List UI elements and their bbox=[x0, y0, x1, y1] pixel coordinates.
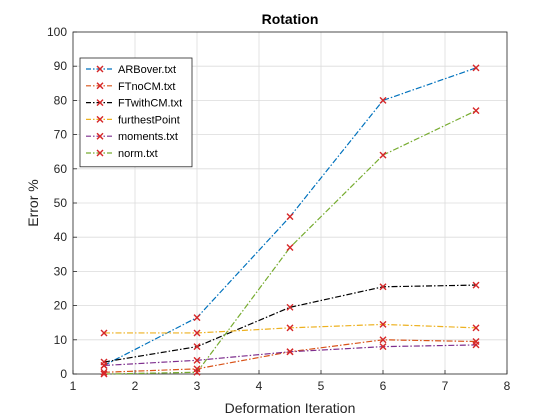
data-point bbox=[100, 370, 108, 378]
marker-stroke bbox=[472, 341, 480, 349]
marker-stroke bbox=[379, 343, 387, 351]
marker-stroke bbox=[286, 303, 294, 311]
legend-entry-label: norm.txt bbox=[118, 148, 158, 160]
data-point bbox=[100, 368, 108, 376]
marker-stroke bbox=[193, 356, 201, 364]
data-point bbox=[193, 368, 201, 376]
marker-stroke bbox=[193, 368, 201, 376]
y-tick-label: 80 bbox=[54, 93, 68, 107]
series-line bbox=[103, 110, 477, 375]
legend: ARBover.txt FTnoCM.txt FTwithCM.txt furthes… bbox=[79, 57, 193, 168]
y-tick-label: 50 bbox=[54, 196, 68, 210]
marker-stroke bbox=[96, 132, 104, 140]
marker-stroke bbox=[96, 65, 104, 73]
marker-stroke bbox=[193, 314, 201, 322]
data-point bbox=[472, 107, 480, 115]
y-tick-label: 60 bbox=[54, 162, 68, 176]
marker-stroke bbox=[472, 281, 480, 289]
legend-marker bbox=[96, 82, 104, 90]
marker-stroke bbox=[96, 115, 104, 123]
legend-entry-label: FTwithCM.txt bbox=[118, 98, 182, 110]
data-point bbox=[472, 281, 480, 289]
y-tick-label: 20 bbox=[54, 299, 68, 313]
marker-stroke bbox=[472, 64, 480, 72]
y-tick-label: 30 bbox=[54, 264, 68, 278]
data-point bbox=[193, 343, 201, 351]
data-point bbox=[193, 329, 201, 337]
data-point bbox=[193, 356, 201, 364]
legend-marker bbox=[96, 65, 104, 73]
y-tick-label: 70 bbox=[54, 128, 68, 142]
marker-stroke bbox=[286, 243, 294, 251]
data-point bbox=[379, 320, 387, 328]
marker-stroke bbox=[286, 324, 294, 332]
marker-stroke bbox=[379, 336, 387, 344]
series-lines bbox=[100, 64, 480, 378]
marker-stroke bbox=[96, 99, 104, 107]
marker-stroke bbox=[100, 368, 108, 376]
y-tick-label: 10 bbox=[54, 333, 68, 347]
marker-stroke bbox=[100, 370, 108, 378]
marker-stroke bbox=[96, 149, 104, 157]
marker-stroke bbox=[472, 107, 480, 115]
data-point bbox=[379, 96, 387, 104]
legend-marker bbox=[96, 99, 104, 107]
data-point bbox=[379, 151, 387, 159]
data-point bbox=[193, 314, 201, 322]
series-line bbox=[103, 284, 477, 363]
legend-entry-label: furthestPoint bbox=[118, 114, 180, 126]
data-point bbox=[100, 329, 108, 337]
x-tick-label: 2 bbox=[132, 379, 139, 393]
x-tick-label: 1 bbox=[70, 379, 77, 393]
y-tick-label: 100 bbox=[47, 25, 67, 39]
legend-marker bbox=[96, 149, 104, 157]
y-tick-label: 40 bbox=[54, 230, 68, 244]
x-tick-label: 3 bbox=[194, 379, 201, 393]
legend-entry-label: FTnoCM.txt bbox=[118, 81, 175, 93]
data-point bbox=[472, 341, 480, 349]
marker-stroke bbox=[286, 348, 294, 356]
legend-box bbox=[79, 57, 193, 168]
marker-stroke bbox=[96, 82, 104, 90]
marker-stroke bbox=[193, 343, 201, 351]
legend-marker bbox=[96, 132, 104, 140]
data-point bbox=[286, 213, 294, 221]
marker-stroke bbox=[379, 283, 387, 291]
marker-stroke bbox=[379, 320, 387, 328]
marker-stroke bbox=[379, 96, 387, 104]
marker-stroke bbox=[193, 329, 201, 337]
marker-stroke bbox=[100, 329, 108, 337]
x-tick-label: 7 bbox=[442, 379, 449, 393]
data-point bbox=[379, 343, 387, 351]
data-point bbox=[286, 243, 294, 251]
chart-title: Rotation bbox=[262, 11, 319, 27]
y-axis-label: Error % bbox=[25, 179, 41, 226]
x-tick-label: 4 bbox=[256, 379, 263, 393]
x-tick-label: 6 bbox=[380, 379, 387, 393]
marker-stroke bbox=[100, 361, 108, 369]
marker-stroke bbox=[286, 213, 294, 221]
data-point bbox=[472, 324, 480, 332]
marker-stroke bbox=[379, 151, 387, 159]
y-tick-label: 0 bbox=[60, 367, 67, 381]
data-point bbox=[472, 64, 480, 72]
data-point bbox=[379, 336, 387, 344]
marker-stroke bbox=[472, 324, 480, 332]
data-point bbox=[286, 348, 294, 356]
x-tick-label: 8 bbox=[504, 379, 511, 393]
data-point bbox=[100, 361, 108, 369]
data-point bbox=[379, 283, 387, 291]
legend-entry-label: ARBover.txt bbox=[118, 64, 176, 76]
legend-marker bbox=[96, 115, 104, 123]
data-point bbox=[286, 303, 294, 311]
x-tick-label: 5 bbox=[318, 379, 325, 393]
x-axis-label: Deformation Iteration bbox=[225, 400, 356, 416]
data-point bbox=[286, 324, 294, 332]
legend-entry-label: moments.txt bbox=[118, 131, 178, 143]
y-tick-label: 90 bbox=[54, 59, 68, 73]
